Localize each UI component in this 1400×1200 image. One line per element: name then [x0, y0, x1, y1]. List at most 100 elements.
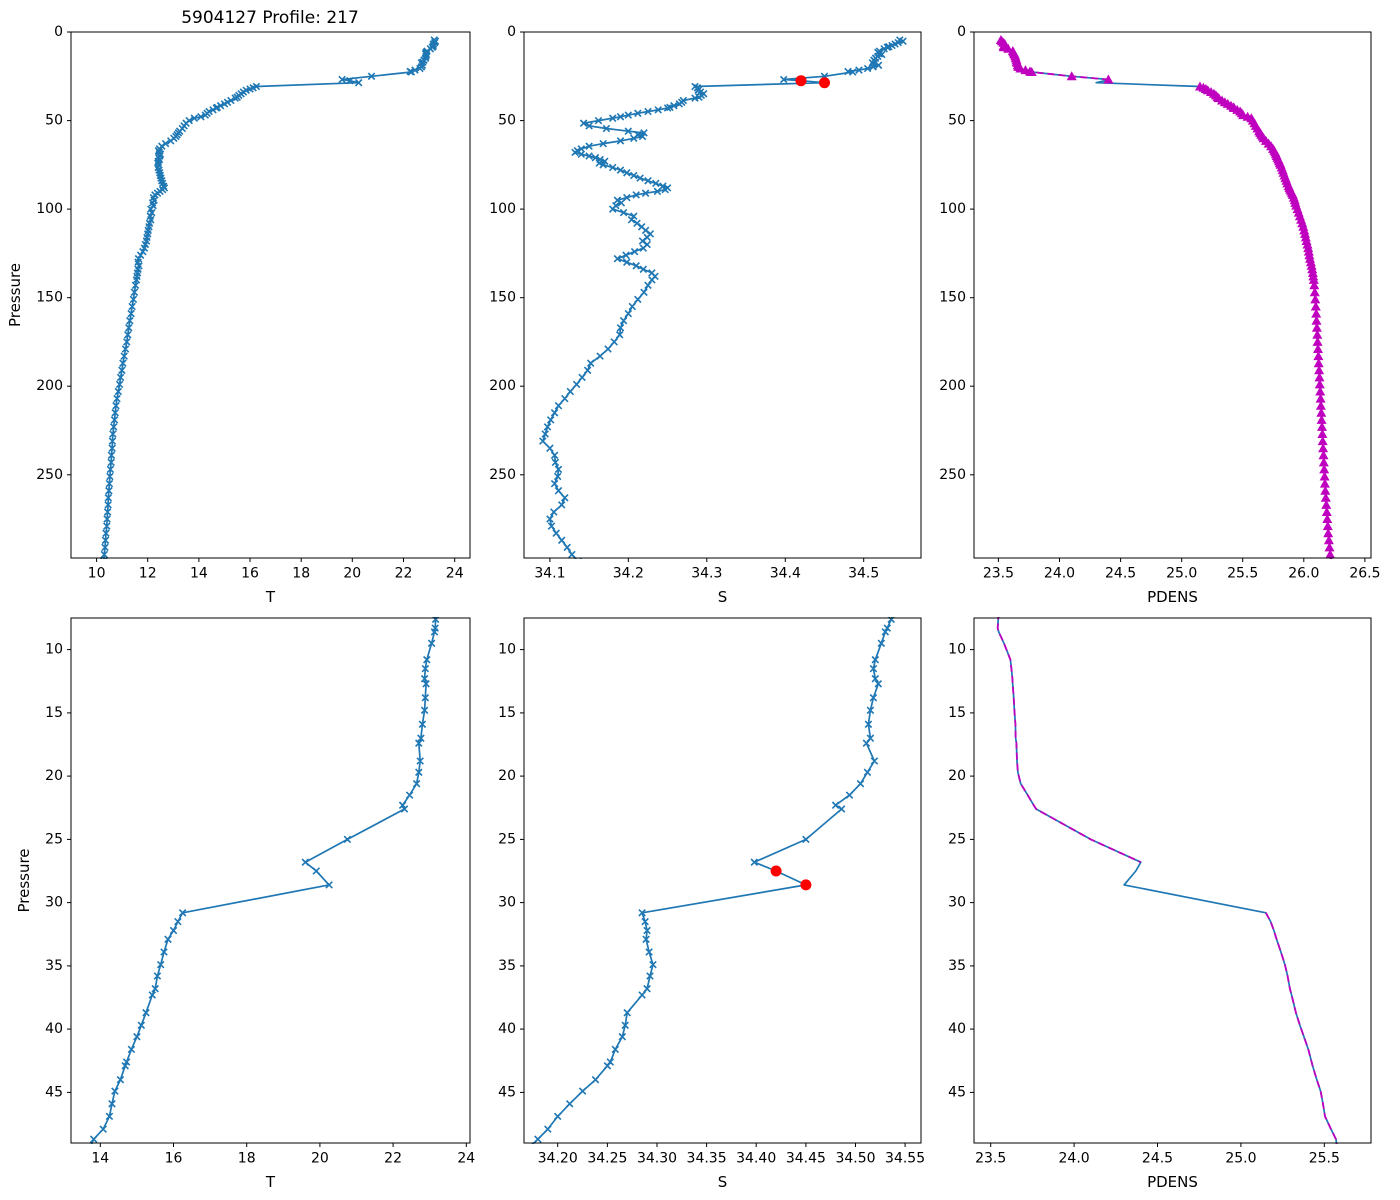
- x-tick-label: 24.5: [1142, 1151, 1173, 1167]
- pdens-profile-line: [996, 617, 1338, 1144]
- x-tick-label: 24.0: [1059, 1151, 1090, 1167]
- y-tick-label: 200: [36, 378, 63, 394]
- x-tick-label: 25.0: [1166, 566, 1197, 582]
- y-tick-label: 10: [948, 642, 966, 658]
- x-tick-label: 26.5: [1349, 566, 1380, 582]
- subplot-pdens-zoom: 23.5 24.0 24.5 25.0 25.5 10 15 20 25 30 35 40 45 PDEN…: [948, 617, 1372, 1191]
- y-tick-label: 35: [948, 958, 966, 974]
- y-tick-label: 20: [45, 768, 63, 784]
- y-tick-label: 25: [498, 831, 516, 847]
- y-tick-label: 100: [36, 201, 63, 217]
- x-tick-label: 24: [457, 1151, 475, 1167]
- y-tick-label: 10: [498, 642, 516, 658]
- axes-spines: [523, 31, 922, 559]
- x-tick-label: 22: [384, 1151, 402, 1167]
- subplot-pdens-full: 23.5 24.0 24.5 25.0 25.5 26.0 26.5 0 50 100 150 200…: [939, 24, 1380, 606]
- y-tick-label: 25: [45, 831, 63, 847]
- x-axis-label: PDENS: [1147, 588, 1198, 606]
- x-tick-label: 14: [190, 566, 208, 582]
- y-tick-label: 40: [498, 1021, 516, 1037]
- x-tick-label: 34.4: [770, 566, 801, 582]
- x-tick-label: 18: [238, 1151, 256, 1167]
- x-tick-label: 34.30: [637, 1151, 677, 1167]
- x-tick-label: 34.35: [687, 1151, 727, 1167]
- x-tick-label: 34.40: [736, 1151, 776, 1167]
- s-profile-line: [541, 39, 904, 559]
- figure-title: 5904127 Profile: 217: [181, 8, 359, 28]
- y-tick-label: 100: [489, 201, 516, 217]
- y-tick-label: 0: [957, 24, 966, 40]
- axes-spines: [523, 617, 922, 1144]
- flagged-point-dot: [800, 879, 812, 891]
- x-tick-label: 34.50: [835, 1151, 875, 1167]
- s-profile-line: [531, 617, 894, 1144]
- subplot-temperature-full: 10 12 14 16 18 20 22 24 0 50 100 150 200 250 T Pressure: [6, 24, 471, 606]
- y-tick-label: 150: [489, 290, 516, 306]
- y-tick-label: 100: [939, 201, 966, 217]
- x-markers: [89, 617, 440, 1143]
- subplot-salinity-full: 34.1 34.2 34.3 34.4 34.5 0 50 100 150 200 250 S: [489, 24, 922, 606]
- y-tick-label: 250: [939, 467, 966, 483]
- flagged-point-dot: [770, 865, 782, 877]
- subplot-salinity-zoom: 34.20 34.25 34.30 34.35 34.40 34.45 34.50 34.55…: [498, 617, 925, 1191]
- y-tick-label: 45: [498, 1084, 516, 1100]
- x-tick-label: 34.3: [691, 566, 722, 582]
- axes-spines: [973, 31, 1372, 559]
- t-profile-line: [103, 39, 437, 559]
- x-markers: [99, 36, 440, 559]
- y-tick-label: 35: [498, 958, 516, 974]
- x-tick-label: 20: [343, 566, 361, 582]
- x-tick-label: 25.5: [1309, 1151, 1340, 1167]
- y-tick-label: 45: [948, 1084, 966, 1100]
- y-tick-label: 200: [489, 378, 516, 394]
- x-tick-label: 34.5: [848, 566, 879, 582]
- triangle-markers: [995, 35, 1336, 559]
- y-tick-label: 15: [948, 705, 966, 721]
- x-tick-label: 34.1: [534, 566, 565, 582]
- y-tick-label: 0: [54, 24, 63, 40]
- y-tick-label: 50: [948, 113, 966, 129]
- y-tick-label: 0: [507, 24, 516, 40]
- y-tick-label: 20: [498, 768, 516, 784]
- y-tick-label: 30: [498, 895, 516, 911]
- y-tick-label: 15: [498, 705, 516, 721]
- y-tick-label: 50: [45, 113, 63, 129]
- x-tick-label: 34.55: [885, 1151, 925, 1167]
- x-tick-label: 24.5: [1105, 566, 1136, 582]
- x-tick-label: 24.0: [1044, 566, 1075, 582]
- x-tick-label: 34.20: [538, 1151, 578, 1167]
- x-tick-label: 16: [241, 566, 259, 582]
- x-tick-label: 26.0: [1288, 566, 1319, 582]
- x-tick-label: 25.0: [1225, 1151, 1256, 1167]
- flagged-point-dot: [819, 77, 830, 89]
- pdens-profile-line: [1000, 39, 1332, 559]
- y-tick-label: 45: [45, 1084, 63, 1100]
- y-tick-label: 15: [45, 705, 63, 721]
- axes-spines: [973, 617, 1372, 1144]
- x-tick-label: 24: [446, 566, 464, 582]
- y-tick-label: 150: [36, 290, 63, 306]
- plot-area: [89, 617, 440, 1144]
- axes-spines: [70, 31, 471, 559]
- x-axis-label: S: [718, 1173, 728, 1191]
- x-tick-label: 25.5: [1227, 566, 1258, 582]
- y-tick-label: 40: [948, 1021, 966, 1037]
- x-tick-label: 20: [311, 1151, 329, 1167]
- x-tick-label: 10: [88, 566, 106, 582]
- pdens-clean-dashed-line: [996, 617, 1338, 1144]
- x-tick-label: 34.45: [786, 1151, 826, 1167]
- x-tick-label: 12: [139, 566, 157, 582]
- y-tick-label: 200: [939, 378, 966, 394]
- x-tick-label: 34.2: [613, 566, 644, 582]
- x-markers: [539, 36, 907, 559]
- x-tick-label: 16: [165, 1151, 183, 1167]
- plot-area: [539, 36, 907, 559]
- y-tick-label: 50: [498, 113, 516, 129]
- plot-area: [99, 36, 440, 559]
- y-tick-label: 250: [489, 467, 516, 483]
- x-tick-label: 23.5: [975, 1151, 1006, 1167]
- y-axis-label: Pressure: [15, 848, 33, 912]
- plot-area: [995, 35, 1336, 559]
